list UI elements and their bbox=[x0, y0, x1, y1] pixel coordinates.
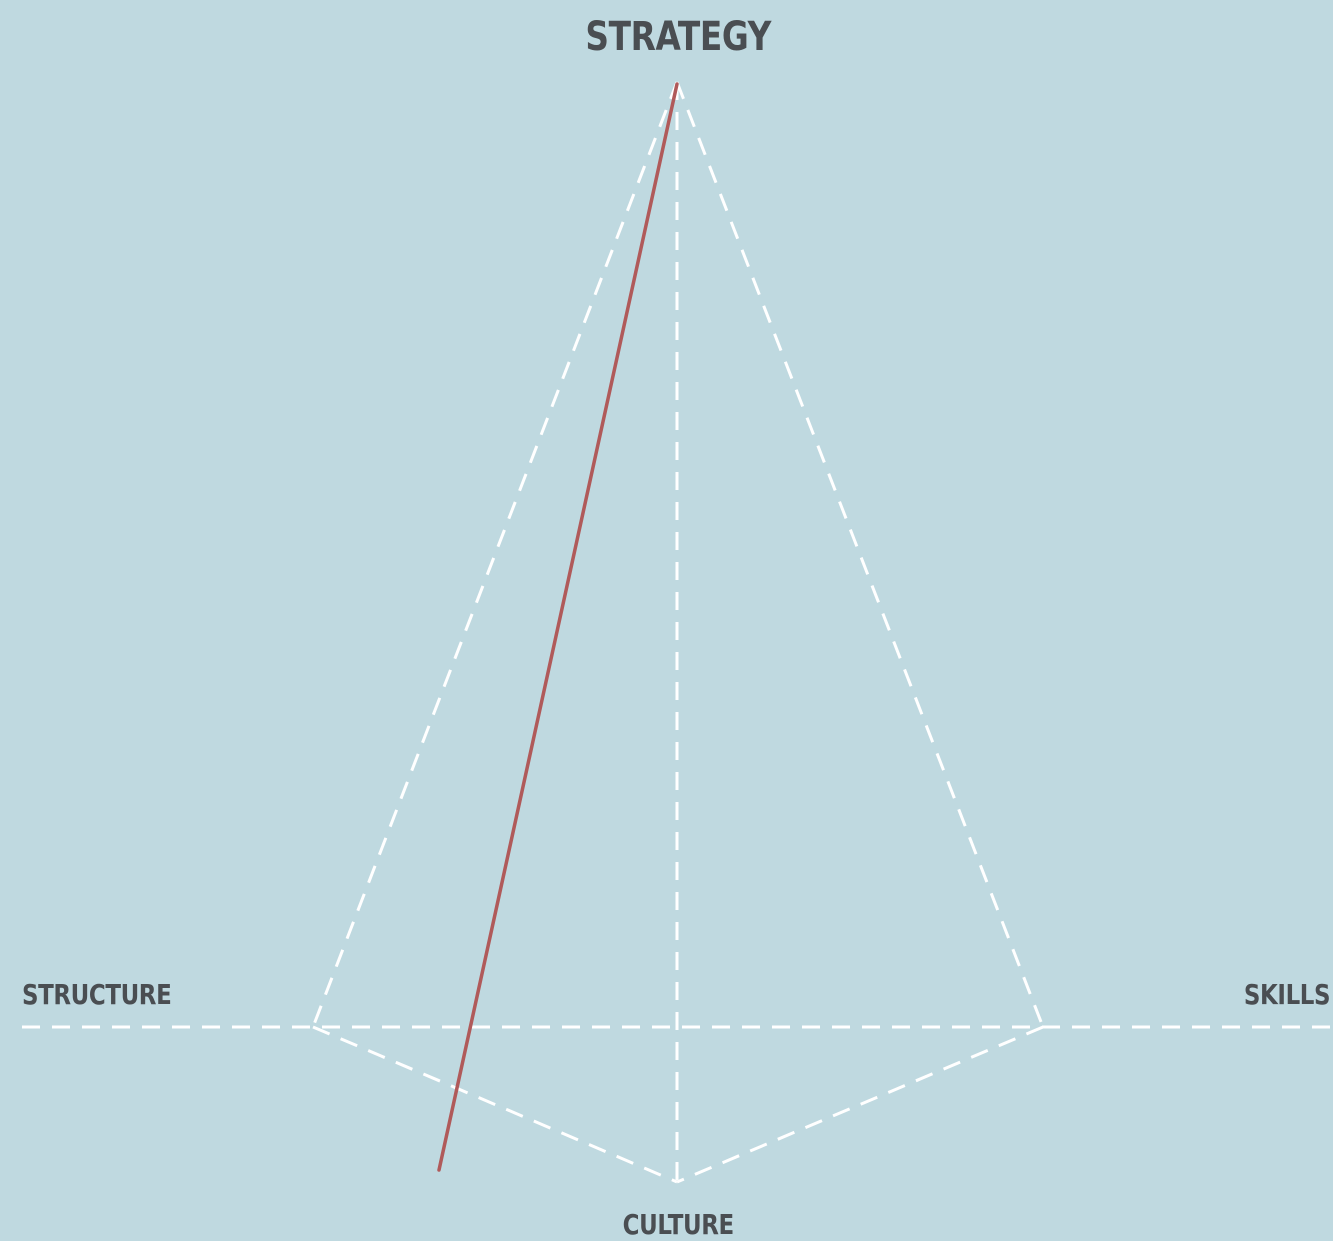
edge-apex-to-structure bbox=[311, 81, 679, 1028]
dashed-frame bbox=[22, 81, 1333, 1184]
edge-apex-to-skills bbox=[675, 81, 1045, 1028]
highlight-line bbox=[437, 82, 679, 1172]
strategy-label: STRATEGY bbox=[585, 14, 771, 60]
structure-label: STRUCTURE bbox=[22, 978, 172, 1011]
culture-label: CULTURE bbox=[622, 1208, 735, 1241]
skills-label: SKILLS bbox=[1243, 978, 1331, 1011]
edge-skills-to-culture bbox=[676, 1025, 1044, 1184]
edge-structure-to-culture bbox=[312, 1025, 678, 1184]
